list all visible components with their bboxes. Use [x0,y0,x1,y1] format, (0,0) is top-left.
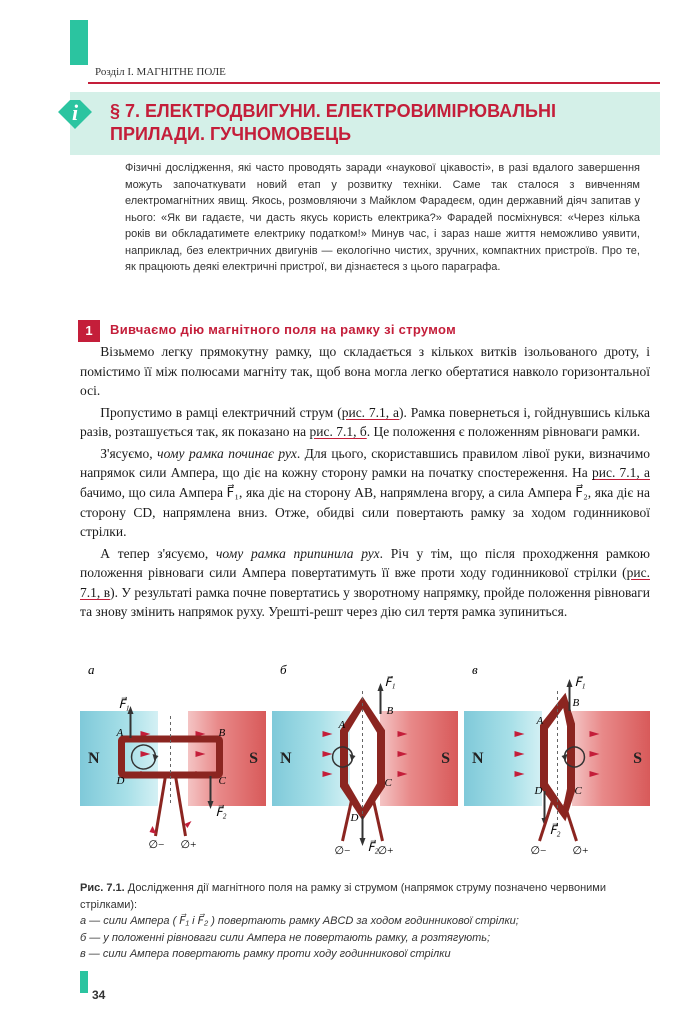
paragraph-4: А тепер з'ясуємо, чому рамка припинила р… [80,544,650,622]
info-icon: i [55,100,95,140]
pole-s-label: S [441,750,450,768]
pole-n-label: N [280,750,292,768]
svg-text:D: D [350,812,359,824]
fig-ref-1: рис. 7.1, а [342,405,399,420]
subsection-marker: 1 [78,320,100,342]
pole-s-label: S [249,750,258,768]
subsection-title: Вивчаємо дію магнітного поля на рамку зі… [110,322,456,337]
svg-text:F⃗₁: F⃗₁ [575,676,586,689]
pole-s-label: S [633,750,642,768]
fig-ref-2: рис. 7.1, б [310,424,367,439]
pole-n-label: N [88,750,100,768]
figure-7-1: а N S [80,676,650,866]
chapter-header: Розділ I. МАГНІТНЕ ПОЛЕ [95,66,226,78]
svg-text:∅−: ∅− [335,845,351,857]
caption-title: Рис. 7.1. [80,882,125,894]
section-title-block: § 7. ЕЛЕКТРОДВИГУНИ. ЕЛЕКТРОВИМІРЮВАЛЬНІ… [70,92,660,155]
svg-text:∅−: ∅− [149,839,165,851]
svg-text:∅+: ∅+ [573,845,589,857]
figure-caption: Рис. 7.1. Дослідження дії магнітного пол… [80,880,650,963]
svg-text:B: B [573,697,580,709]
svg-text:F⃗₂: F⃗₂ [216,804,227,819]
section-title-text: § 7. ЕЛЕКТРОДВИГУНИ. ЕЛЕКТРОВИМІРЮВАЛЬНІ… [110,100,645,147]
header-rule [88,82,660,84]
svg-text:F⃗₁: F⃗₁ [119,696,130,711]
subfigure-c: в N S [464,676,650,866]
paragraph-1: Візьмемо легку прямокутну рамку, що скла… [80,342,650,401]
svg-text:∅+: ∅+ [181,839,197,851]
svg-text:F⃗₁: F⃗₁ [385,676,396,689]
svg-text:i: i [72,100,79,125]
paragraph-3: З'ясуємо, чому рамка починає рух. Для ць… [80,444,650,542]
page-number: 34 [92,988,105,1002]
intro-paragraph: Фізичні дослідження, які часто проводять… [125,160,640,276]
svg-text:F⃗₂: F⃗₂ [550,822,561,837]
body-content: Візьмемо легку прямокутну рамку, що скла… [80,342,650,624]
fig-ref-3: рис. 7.1, а [592,465,650,480]
svg-text:∅−: ∅− [531,845,547,857]
margin-tab [70,20,88,65]
pole-n-label: N [472,750,484,768]
subfigure-b: б N S [272,676,458,866]
svg-text:F⃗₂: F⃗₂ [368,839,379,854]
svg-text:∅+: ∅+ [378,845,394,857]
footer-tab [80,971,88,993]
subfigure-a: а N S [80,676,266,866]
paragraph-2: Пропустимо в рамці електричний струм (ри… [80,403,650,442]
